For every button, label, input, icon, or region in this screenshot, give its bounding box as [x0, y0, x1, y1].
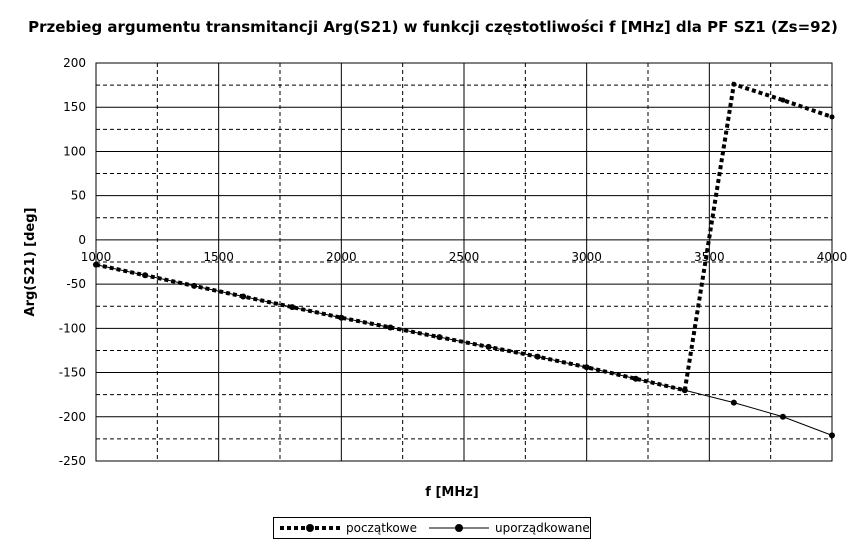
x-tick-label: 4000: [817, 250, 848, 264]
y-tick-label: -50: [66, 277, 86, 291]
y-tick-labels: 200 150 100 50 0 -50 -100 -150 -200 -250: [59, 56, 86, 468]
series-layer: [93, 81, 835, 439]
data-point-0: [829, 114, 835, 120]
data-point-1: [436, 334, 443, 341]
data-point-1: [93, 261, 99, 268]
y-tick-label: 100: [63, 144, 86, 158]
data-point-1: [387, 324, 394, 331]
x-tick-label: 1500: [203, 250, 234, 264]
legend-item-poczatkowe: początkowe: [278, 521, 417, 535]
y-tick-label: 50: [71, 189, 86, 203]
y-tick-label: 0: [78, 233, 86, 247]
data-point-1: [681, 387, 688, 394]
data-point-0: [780, 97, 786, 103]
chart-title: Przebieg argumentu transmitancji Arg(S21…: [28, 18, 838, 36]
x-tick-label: 3000: [571, 250, 602, 264]
x-tick-label: 1000: [81, 250, 112, 264]
series-line-1: [95, 264, 833, 436]
data-point-1: [289, 304, 296, 311]
series-line-0: [95, 81, 833, 393]
data-point-1: [338, 314, 345, 321]
y-tick-label: -200: [59, 410, 86, 424]
x-tick-label: 2000: [326, 250, 357, 264]
data-point-0: [731, 81, 737, 87]
legend-swatch-poczatkowe: [280, 524, 340, 532]
legend: początkowe uporządkowane: [273, 517, 591, 539]
legend-swatch-uporzadkowane: [428, 524, 489, 532]
legend-label-uporzadkowane: uporządkowane: [494, 521, 590, 535]
x-tick-label: 2500: [449, 250, 480, 264]
data-point-1: [583, 364, 590, 371]
legend-item-uporzadkowane: uporządkowane: [427, 521, 590, 535]
x-axis-title: f [MHz]: [425, 485, 478, 500]
x-tick-labels: 1000 1500 2000 2500 3000 3500 4000: [81, 250, 848, 264]
data-point-1: [779, 413, 786, 420]
data-point-1: [829, 432, 835, 439]
y-tick-label: -250: [59, 454, 86, 468]
data-point-1: [240, 293, 247, 300]
data-point-1: [534, 353, 541, 360]
y-tick-label: 150: [63, 100, 86, 114]
y-tick-label: -100: [59, 321, 86, 335]
data-point-1: [730, 399, 737, 406]
data-point-1: [632, 375, 639, 382]
y-tick-label: 200: [63, 56, 86, 70]
data-point-1: [142, 272, 149, 279]
y-axis-title: Arg(S21) [deg]: [23, 208, 38, 317]
x-tick-label: 3500: [694, 250, 725, 264]
y-tick-label: -150: [59, 366, 86, 380]
data-point-1: [485, 343, 492, 350]
legend-label-poczatkowe: początkowe: [346, 521, 417, 535]
data-point-1: [191, 282, 198, 289]
